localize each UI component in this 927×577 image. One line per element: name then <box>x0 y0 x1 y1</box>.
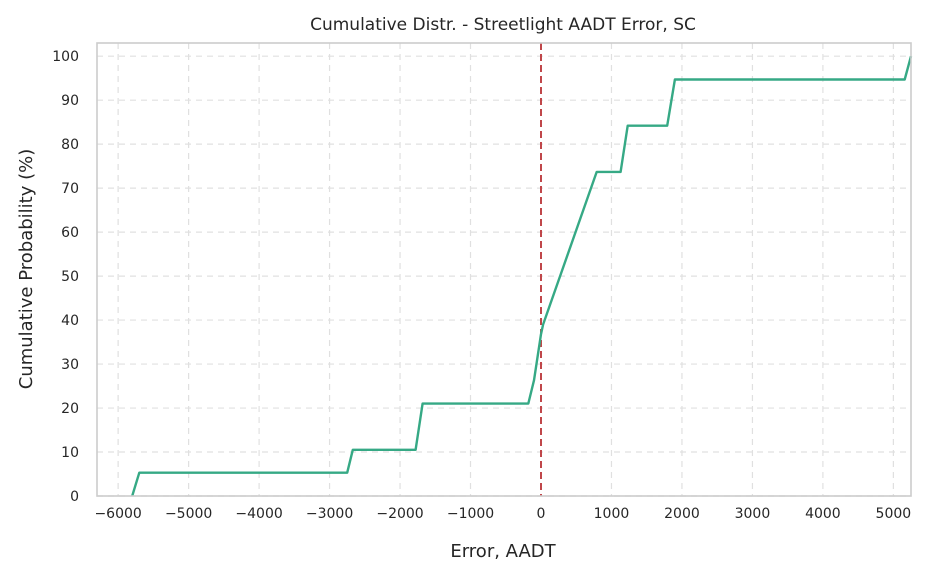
x-tick-label: 2000 <box>664 506 700 522</box>
y-tick-label: 30 <box>61 357 79 373</box>
x-tick-labels: −6000 −5000 −4000 −3000 −2000 −1000 0 1000 2000 3… <box>94 506 911 522</box>
series-group <box>131 55 913 497</box>
x-tick-label: 0 <box>537 506 546 522</box>
x-tick-label: −3000 <box>306 506 353 522</box>
cdf-line <box>131 55 913 497</box>
x-axis-title: Error, AADT <box>450 541 556 562</box>
y-tick-labels: 0 10 20 30 40 50 60 70 80 90 100 <box>52 49 79 505</box>
x-tick-label: −4000 <box>235 506 282 522</box>
y-tick-label: 20 <box>61 401 79 417</box>
x-tick-label: 5000 <box>876 506 912 522</box>
y-tick-label: 80 <box>61 137 79 153</box>
y-axis-title: Cumulative Probability (%) <box>16 149 37 389</box>
x-tick-label: 4000 <box>805 506 841 522</box>
x-tick-label: 1000 <box>594 506 630 522</box>
x-tick-label: −1000 <box>447 506 494 522</box>
y-tick-label: 0 <box>70 489 79 505</box>
chart-title: Cumulative Distr. - Streetlight AADT Err… <box>310 15 696 35</box>
y-tick-label: 60 <box>61 225 79 241</box>
plot-frame <box>96 42 912 497</box>
y-tick-label: 100 <box>52 49 79 65</box>
y-tick-label: 50 <box>61 269 79 285</box>
y-tick-label: 90 <box>61 93 79 109</box>
y-tick-label: 10 <box>61 445 79 461</box>
x-tick-label: −5000 <box>165 506 212 522</box>
x-tick-label: −2000 <box>376 506 423 522</box>
x-tick-label: −6000 <box>94 506 141 522</box>
y-tick-label: 70 <box>61 181 79 197</box>
y-tick-label: 40 <box>61 313 79 329</box>
x-tick-label: 3000 <box>735 506 771 522</box>
